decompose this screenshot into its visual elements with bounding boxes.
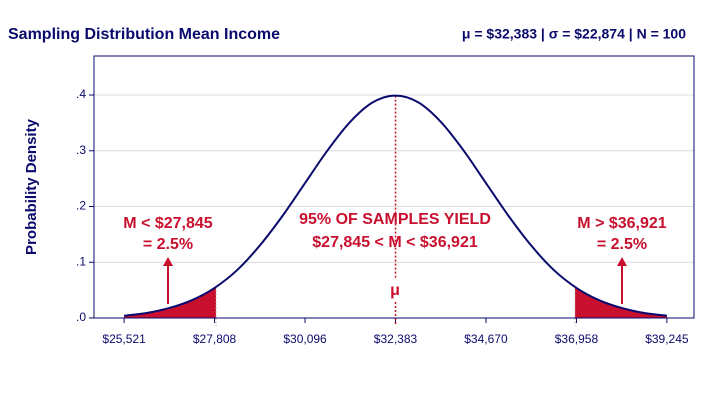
annotation: = 2.5%	[143, 236, 193, 253]
x-tick-label: $36,958	[555, 332, 599, 346]
y-tick-label: .3	[76, 143, 86, 157]
annotation: 95% OF SAMPLES YIELD	[299, 211, 491, 228]
x-tick-label: $27,808	[193, 332, 237, 346]
annotation: M > $36,921	[577, 215, 667, 232]
y-tick-label: .0	[76, 310, 86, 324]
x-tick-label: $39,245	[645, 332, 689, 346]
annotation: = 2.5%	[597, 236, 647, 253]
annotation: μ	[390, 282, 400, 299]
x-tick-label: $30,096	[283, 332, 327, 346]
x-tick-label: $32,383	[374, 332, 418, 346]
y-tick-label: .2	[76, 199, 86, 213]
y-axis-label: Probability Density	[23, 118, 40, 255]
upper-arrow-head	[617, 257, 627, 266]
density-curve	[123, 94, 668, 317]
x-tick-label: $34,670	[464, 332, 508, 346]
x-tick-label: $25,521	[102, 332, 146, 346]
lower-tail-area	[124, 286, 217, 318]
annotation: $27,845 < M < $36,921	[312, 234, 478, 251]
chart-subtitle: μ = $32,383 | σ = $22,874 | N = 100	[462, 26, 686, 42]
annotation: M < $27,845	[123, 215, 213, 232]
upper-tail-area	[574, 286, 667, 318]
y-tick-label: .1	[76, 254, 86, 268]
plot-frame	[93, 55, 695, 319]
y-tick-label: .4	[76, 87, 86, 101]
lower-arrow-head	[163, 257, 173, 266]
chart-title: Sampling Distribution Mean Income	[8, 26, 280, 43]
